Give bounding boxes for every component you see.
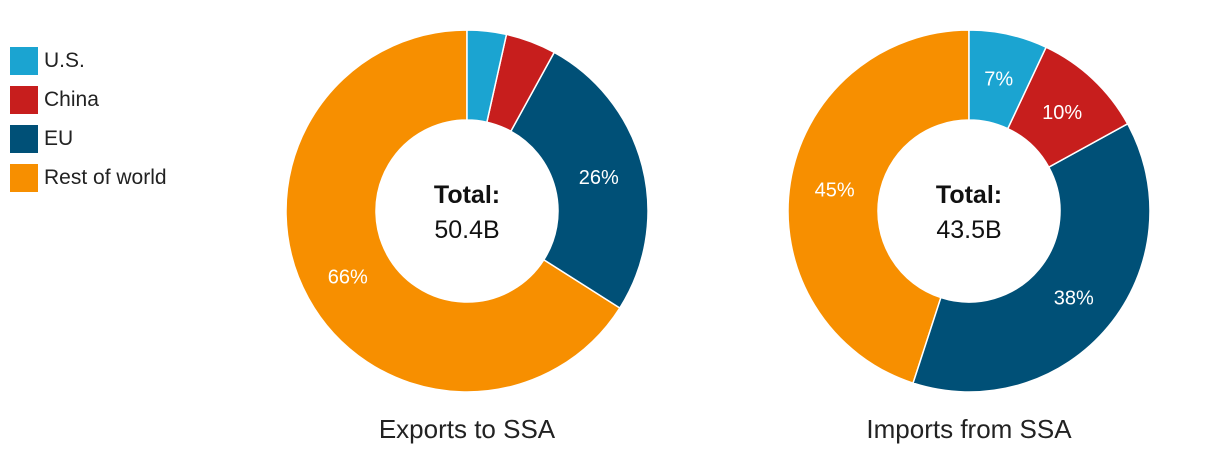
legend-item-china: China [10, 80, 167, 119]
exports-slice-china [485, 33, 556, 133]
imports-slice-label-u-s: 7% [984, 68, 1013, 90]
imports-slice-u-s [968, 29, 1048, 130]
exports-slice-eu [509, 51, 649, 310]
exports-slice-label-eu: 26% [579, 167, 619, 189]
exports-total-title: Total: [434, 181, 500, 209]
imports-donut: Total: 43.5B Imports from SSA 7% 10% 38% 45… [787, 29, 1151, 444]
imports-slice-china [1006, 46, 1129, 169]
exports-slice-u-s [466, 29, 508, 124]
legend-swatch-us [10, 46, 38, 75]
exports-chart-title: Exports to SSA [379, 414, 556, 444]
imports-slice-eu [912, 122, 1151, 393]
exports-slice-label-rest-of-world: 66% [328, 267, 368, 289]
legend-label-china: China [44, 87, 99, 111]
legend-swatch-china [10, 85, 38, 114]
exports-total-value: 50.4B [434, 216, 499, 244]
imports-chart-title: Imports from SSA [866, 414, 1072, 444]
imports-total-value: 43.5B [936, 216, 1001, 244]
imports-slice-rest-of-world [787, 29, 970, 385]
legend-item-us: U.S. [10, 41, 167, 80]
imports-slice-label-rest-of-world: 45% [815, 180, 855, 202]
legend-label-us: U.S. [44, 48, 85, 72]
legend-item-eu: EU [10, 119, 167, 158]
legend-item-rest-of-world: Rest of world [10, 158, 167, 197]
imports-total-title: Total: [936, 181, 1002, 209]
exports-slice-rest-of-world [285, 29, 621, 393]
imports-slice-label-china: 10% [1042, 102, 1082, 124]
legend-swatch-rest-of-world [10, 163, 38, 192]
legend-swatch-eu [10, 124, 38, 153]
imports-slice-label-eu: 38% [1054, 288, 1094, 310]
legend-label-eu: EU [44, 126, 74, 150]
legend-label-rest-of-world: Rest of world [44, 165, 167, 189]
exports-donut: Total: 50.4B Exports to SSA 26% 66% [285, 29, 649, 444]
legend: U.S. China EU Rest of world [10, 41, 167, 197]
